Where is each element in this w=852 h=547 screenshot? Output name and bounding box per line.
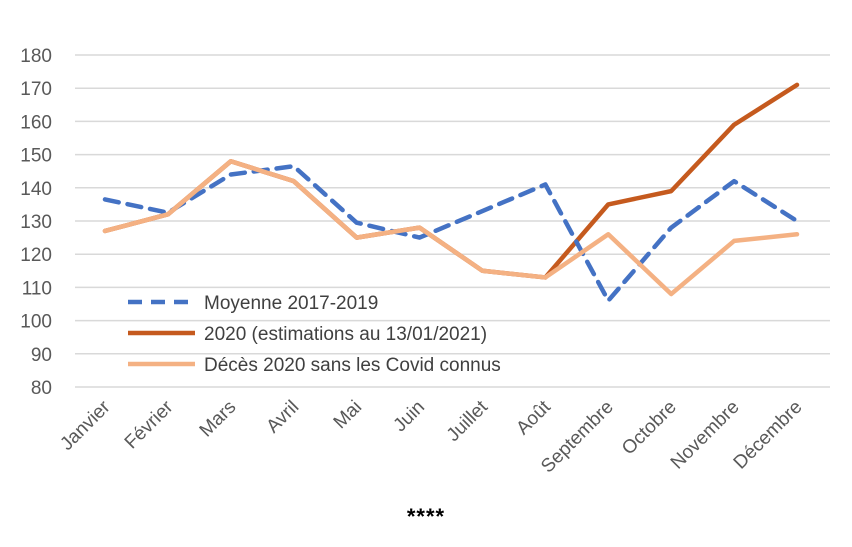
x-tick-label: Mars	[196, 397, 241, 442]
y-tick-label: 110	[22, 278, 52, 299]
y-tick-label: 150	[20, 146, 52, 167]
legend-label: 2020 (estimations au 13/01/2021)	[204, 324, 487, 345]
y-tick-label: 180	[20, 46, 52, 67]
x-tick-label: Août	[512, 396, 555, 439]
legend-label: Décès 2020 sans les Covid connus	[204, 355, 501, 376]
x-tick-label: Juillet	[443, 396, 493, 446]
y-tick-label: 120	[20, 245, 52, 266]
x-tick-label: Janvier	[56, 396, 115, 455]
x-tick-label: Octobre	[618, 397, 681, 460]
legend-label: Moyenne 2017-2019	[204, 293, 378, 314]
x-tick-label: Décembre	[730, 397, 807, 474]
x-tick-label: Avril	[263, 397, 304, 438]
series-line-0	[102, 163, 800, 303]
line-chart: 80 90 100 110 120 130 140 150 160 170 180 Janvier F…	[20, 46, 830, 477]
y-tick-label: 140	[20, 179, 52, 200]
series-line-2	[102, 158, 800, 297]
x-tick-label: Mai	[330, 397, 367, 434]
y-tick-label: 90	[31, 345, 52, 366]
y-tick-label: 170	[20, 79, 52, 100]
y-tick-label: 160	[20, 112, 52, 133]
x-tick-label: Juin	[390, 397, 429, 436]
y-tick-label: 100	[20, 312, 52, 333]
footer-asterisks: ****	[406, 504, 446, 529]
y-tick-label: 130	[20, 212, 52, 233]
x-tick-label: Février	[121, 396, 178, 453]
y-tick-label: 80	[31, 378, 52, 399]
